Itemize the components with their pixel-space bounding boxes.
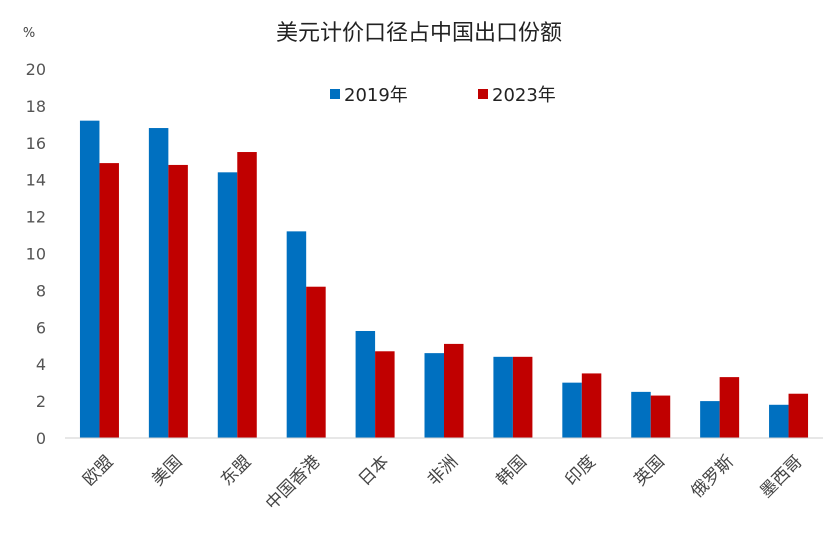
bar-series-1 [286, 231, 307, 438]
bar-series-2 [375, 351, 395, 438]
x-category-label: 墨西哥 [756, 452, 806, 502]
legend-swatch [330, 89, 340, 99]
bar-series-1 [217, 172, 238, 438]
legend: 2019年 2023年 [330, 85, 556, 106]
bar-series-2 [444, 343, 464, 438]
bar-series-1 [148, 128, 169, 439]
bar-series-1 [493, 356, 513, 438]
bar-series-1 [355, 330, 376, 438]
y-tick-label: 8 [36, 281, 46, 300]
y-tick-label: 16 [26, 134, 46, 153]
bar-series-2 [719, 377, 740, 438]
y-tick-label: 20 [26, 60, 46, 79]
y-tick-label: 4 [36, 355, 46, 374]
y-tick-label: 2 [36, 392, 46, 411]
bar-series-2 [581, 373, 602, 438]
bar-series-2 [168, 164, 188, 438]
x-category-label: 印度 [562, 452, 600, 490]
bar-series-1 [700, 401, 720, 438]
bar-series-2 [512, 356, 533, 438]
y-axis-unit-label: % [23, 26, 35, 41]
x-category-label: 欧盟 [79, 452, 117, 490]
bar-series-1 [79, 120, 100, 438]
legend-swatch [478, 89, 488, 99]
y-tick-label: 0 [36, 429, 46, 448]
x-category-label: 英国 [631, 452, 669, 490]
bar-series-2 [237, 152, 257, 438]
x-category-label: 美国 [148, 452, 186, 490]
bar-series-2 [99, 163, 119, 438]
legend-label: 2023年 [492, 85, 556, 106]
chart-title: 美元计价口径占中国出口份额 [276, 21, 562, 46]
x-category-label: 非洲 [424, 452, 462, 490]
x-category-label: 韩国 [493, 452, 531, 490]
bar-series-2 [306, 286, 326, 438]
legend-label: 2019年 [344, 85, 408, 106]
x-category-label: 东盟 [217, 452, 255, 490]
x-category-label: 中国香港 [262, 452, 324, 514]
y-tick-label: 14 [26, 171, 46, 190]
bar-series-1 [769, 404, 789, 438]
bars [79, 120, 809, 439]
bar-series-1 [631, 391, 651, 438]
y-axis-ticks: 0 2 4 6 8 10 12 14 16 18 20 [26, 60, 46, 448]
bar-series-2 [788, 393, 809, 438]
x-category-label: 日本 [355, 452, 393, 490]
y-tick-label: 12 [26, 208, 46, 227]
bar-series-1 [562, 382, 582, 438]
x-category-label: 俄罗斯 [687, 452, 737, 502]
bar-series-2 [650, 395, 671, 438]
x-axis-labels: 欧盟 美国 东盟 中国香港 日本 非洲 韩国 印度 英国 俄罗斯 墨西哥 [79, 452, 806, 514]
bar-series-1 [424, 353, 444, 438]
y-tick-label: 18 [26, 97, 46, 116]
y-tick-label: 6 [36, 318, 46, 337]
y-tick-label: 10 [26, 245, 46, 264]
